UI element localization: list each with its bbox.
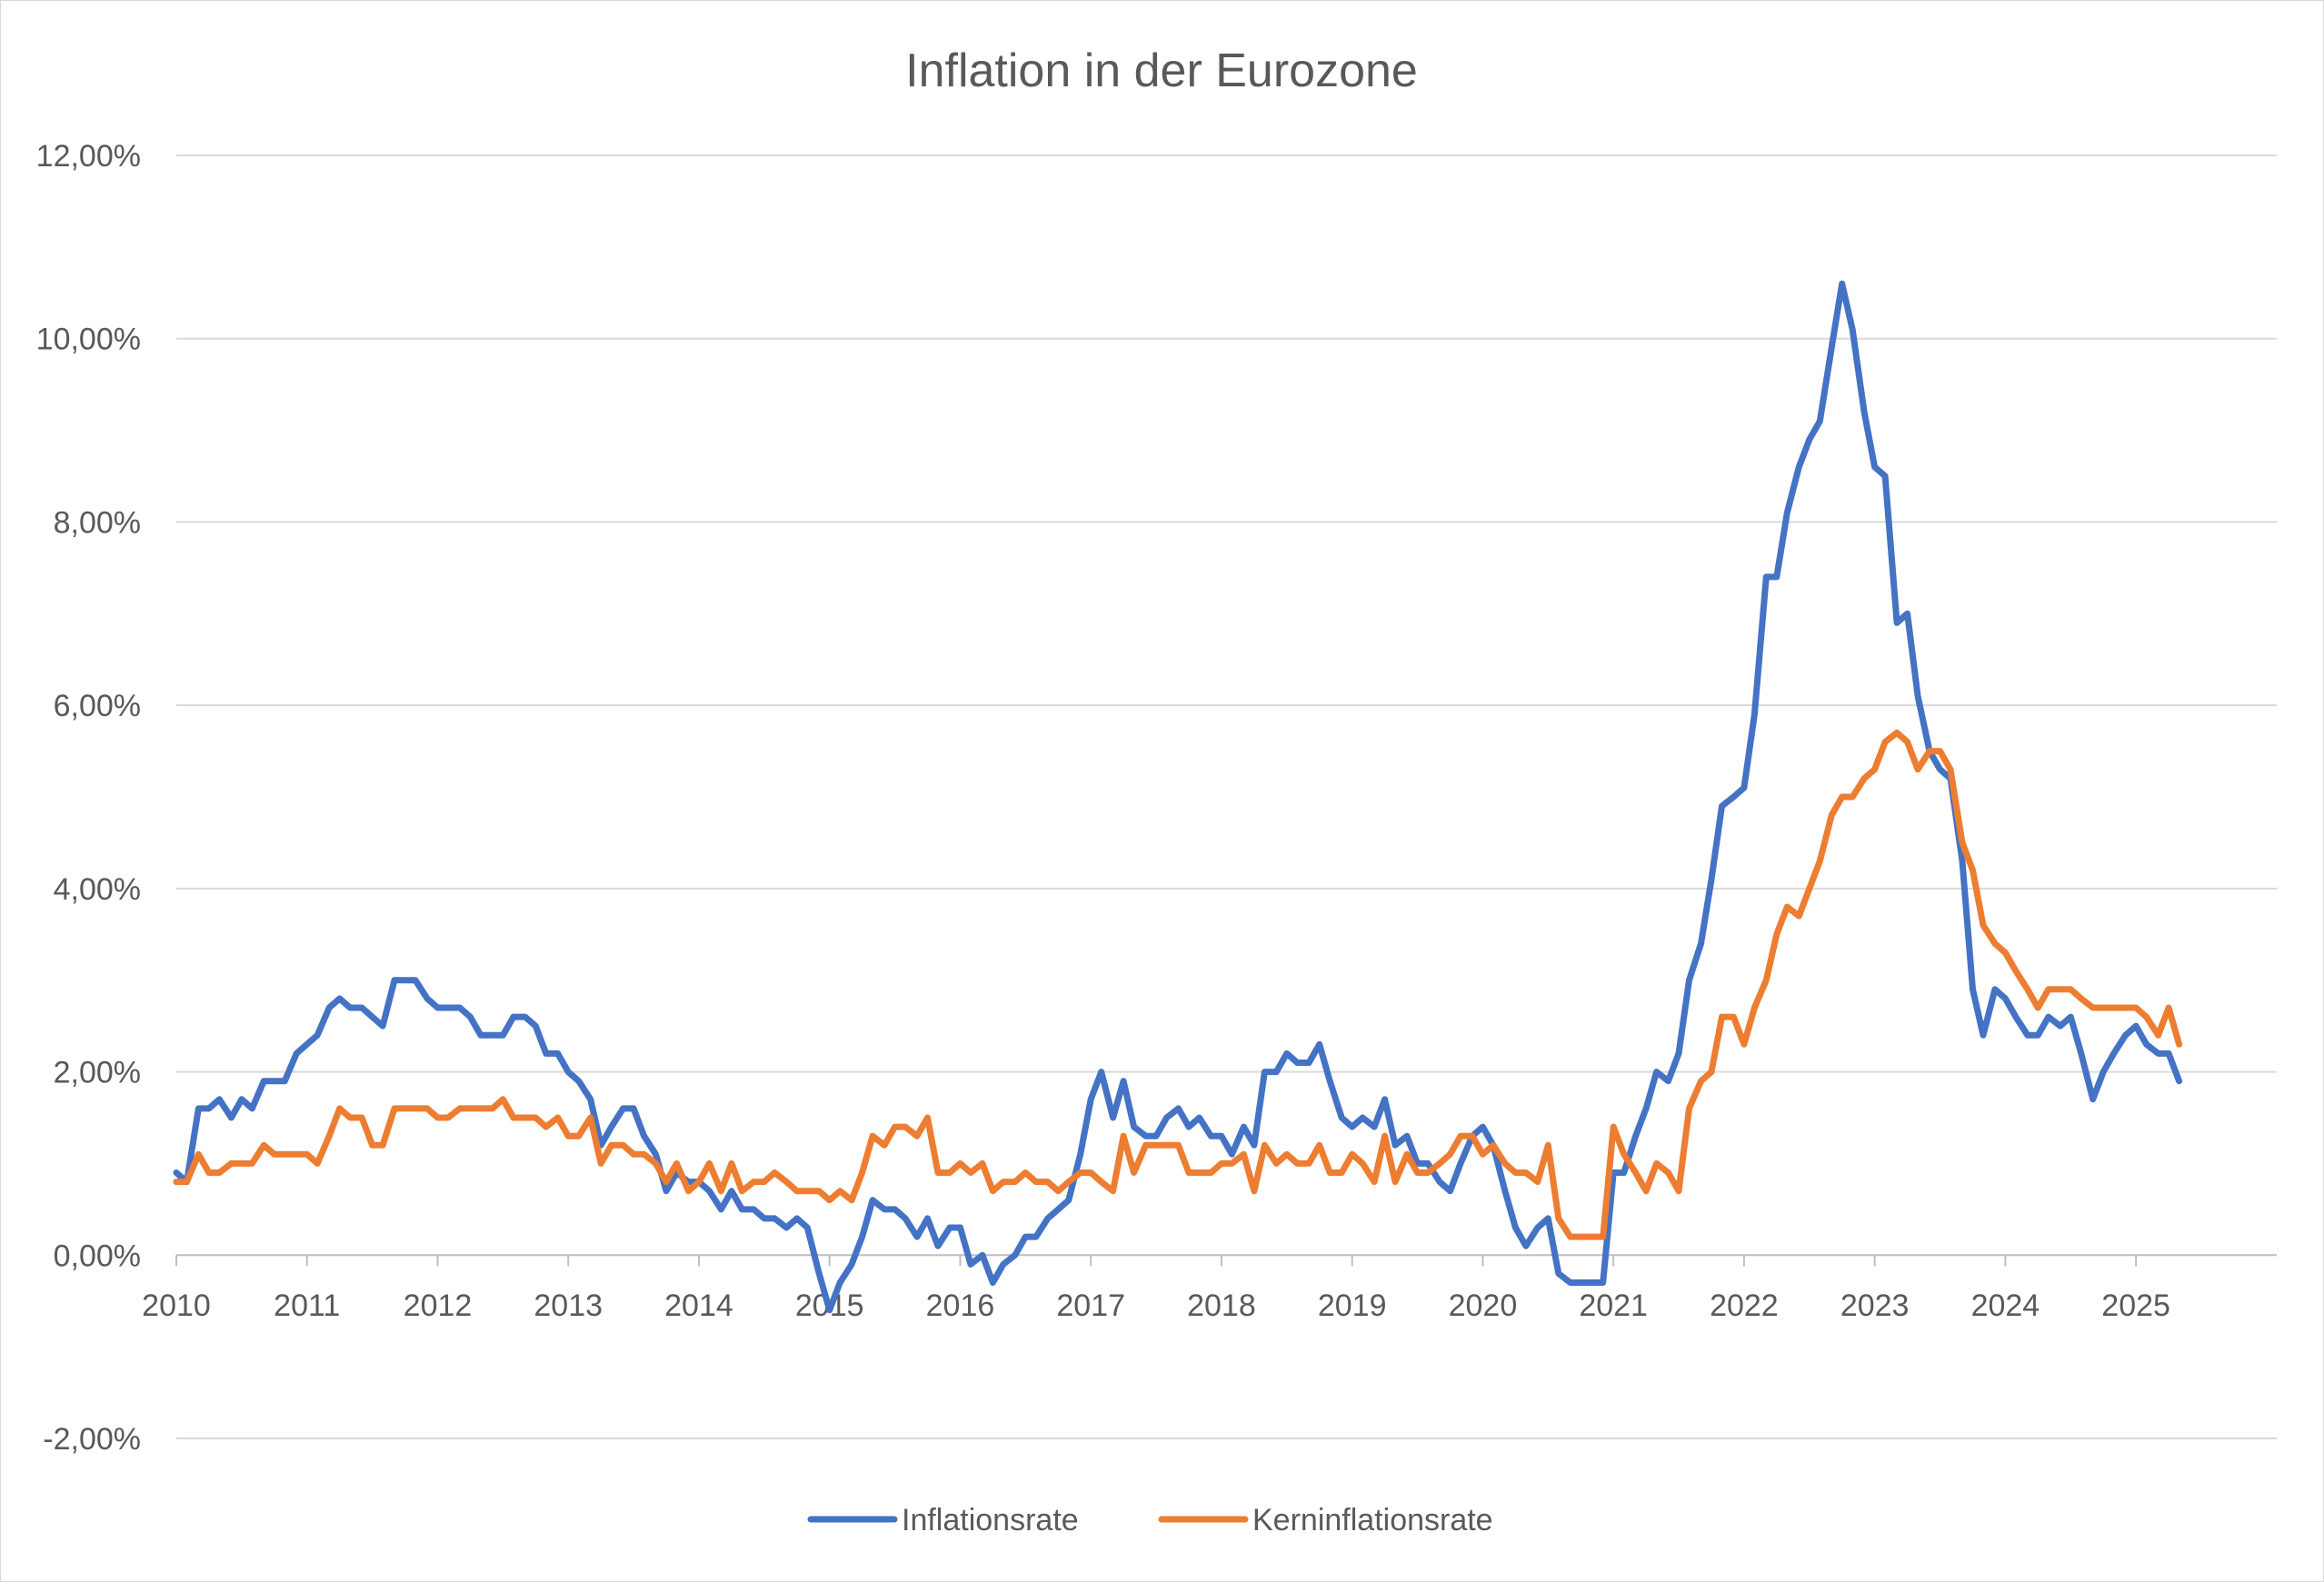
legend-label: Kerninflationsrate bbox=[1252, 1503, 1493, 1537]
x-tick-label: 2010 bbox=[142, 1288, 211, 1323]
x-tick-label: 2018 bbox=[1187, 1288, 1256, 1323]
x-tick-label: 2016 bbox=[926, 1288, 995, 1323]
series-lines bbox=[173, 280, 2183, 1314]
x-tick-label: 2023 bbox=[1840, 1288, 1910, 1323]
x-tick-label: 2025 bbox=[2101, 1288, 2170, 1323]
y-tick-label: 8,00% bbox=[54, 505, 141, 540]
series-line-kerninflationsrate bbox=[173, 729, 2183, 1240]
x-tick-label: 2011 bbox=[274, 1288, 340, 1323]
x-tick-label: 2020 bbox=[1449, 1288, 1518, 1323]
x-tick-label: 2012 bbox=[404, 1288, 473, 1323]
y-tick-label: 2,00% bbox=[54, 1056, 141, 1090]
y-tick-label: 10,00% bbox=[36, 323, 141, 357]
y-tick-label: 12,00% bbox=[36, 139, 141, 174]
x-tick-label: 2022 bbox=[1710, 1288, 1779, 1323]
x-tick-label: 2013 bbox=[534, 1288, 603, 1323]
series-line-inflationsrate bbox=[173, 280, 2183, 1314]
x-tick-label: 2014 bbox=[664, 1288, 733, 1323]
y-tick-label: -2,00% bbox=[43, 1422, 141, 1457]
x-tick-label: 2019 bbox=[1318, 1288, 1387, 1323]
x-tick-label: 2024 bbox=[1971, 1288, 2040, 1323]
x-tick-label: 2017 bbox=[1056, 1288, 1125, 1323]
y-tick-label: 4,00% bbox=[54, 872, 141, 907]
legend: Inflationsrate Kerninflationsrate bbox=[807, 1503, 1493, 1537]
y-tick-label: 0,00% bbox=[54, 1239, 141, 1273]
x-axis: 2010 2011 2012 2013 2014 2015 2016 2017 2018 2019… bbox=[142, 1254, 2277, 1323]
y-axis-tick-labels: -2,00% 0,00% 2,00% 4,00% 6,00% 8,00% 10,00% 12,… bbox=[36, 139, 141, 1457]
legend-label: Inflationsrate bbox=[902, 1503, 1079, 1537]
gridlines bbox=[176, 154, 2277, 1439]
y-tick-label: 6,00% bbox=[54, 689, 141, 723]
x-tick-label: 2021 bbox=[1579, 1288, 1648, 1323]
chart-title: Inflation in der Eurozone bbox=[905, 45, 1418, 97]
